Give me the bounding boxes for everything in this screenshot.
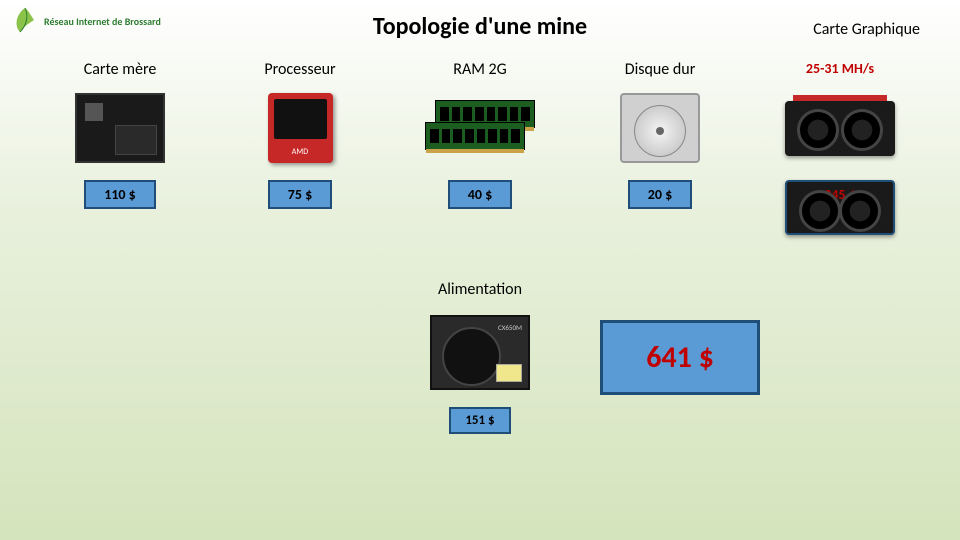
component-cpu: Processeur 75 $ [215,60,385,235]
price-badge: 110 $ [84,180,156,209]
psu-price-badge: 151 $ [449,407,510,434]
component-ram: RAM 2G 40 $ [395,60,565,235]
gpu-icon [780,88,900,168]
price-badge: 245 $ [785,180,895,235]
component-label: 25-31 MH/s [806,60,874,80]
gpu-header-label: Carte Graphique [813,20,920,39]
component-label: RAM 2G [453,60,506,80]
component-motherboard: Carte mère 110 $ [35,60,205,235]
component-label: Disque dur [625,60,696,80]
component-gpu: 25-31 MH/s 245 $ [755,60,925,235]
components-row: Carte mère 110 $ Processeur 75 $ RAM 2G … [0,60,960,235]
component-label: Processeur [264,60,335,80]
psu-section: Alimentation 151 $ [0,280,960,434]
component-label: Carte mère [84,60,157,80]
hdd-icon [600,88,720,168]
psu-label: Alimentation [0,280,960,299]
price-badge: 40 $ [448,180,512,209]
price-badge: 20 $ [628,180,692,209]
motherboard-icon [60,88,180,168]
component-hdd: Disque dur 20 $ [575,60,745,235]
cpu-icon [240,88,360,168]
ram-icon [420,88,540,168]
total-price-box: 641 $ [600,320,760,395]
price-badge: 75 $ [268,180,332,209]
psu-icon [420,307,540,397]
